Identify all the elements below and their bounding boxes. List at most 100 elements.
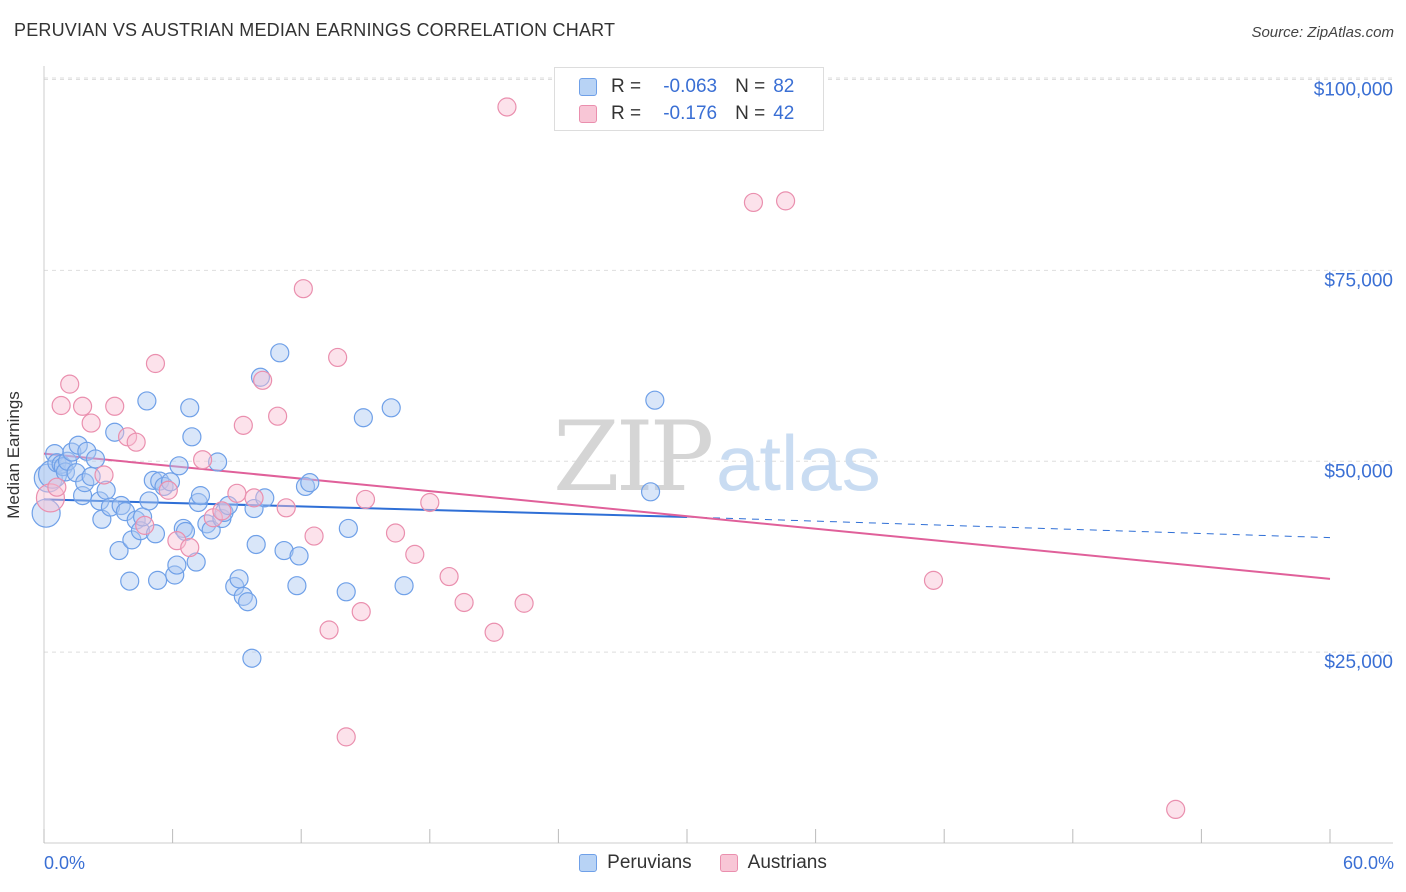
- peruvian-point: [353, 408, 373, 428]
- trend-line-austrians: [43, 452, 1331, 580]
- peruvian-point: [143, 470, 163, 490]
- austrian-point: [743, 192, 764, 213]
- y-tick-label: $100,000: [1314, 80, 1393, 101]
- austrian-point: [775, 191, 796, 211]
- watermark: ZIP atlas: [553, 401, 881, 513]
- peruvians-swatch: [579, 78, 597, 96]
- austrian-point: [158, 480, 178, 500]
- n-label: N =: [735, 76, 766, 97]
- peruvian-point: [120, 571, 140, 591]
- austrian-point: [923, 570, 944, 590]
- austrian-point: [51, 395, 71, 416]
- peruvians-legend-swatch: [579, 854, 598, 872]
- trend-line-peruvians-extension: [686, 516, 1331, 539]
- austrian-point: [336, 727, 356, 747]
- r-label: R =: [611, 103, 642, 124]
- austrian-point: [439, 566, 459, 587]
- data-points: [31, 97, 1186, 820]
- austrian-point: [484, 622, 504, 642]
- n-label: N =: [735, 103, 766, 124]
- peruvian-point: [188, 492, 208, 513]
- austrian-point: [276, 498, 296, 518]
- austrian-point: [72, 396, 93, 416]
- austrian-point: [145, 353, 166, 374]
- austrian-point: [227, 483, 247, 503]
- legend-label-austrians: Austrians: [747, 852, 827, 873]
- legend-label-peruvians: Peruvians: [607, 852, 692, 873]
- peruvian-point: [137, 391, 157, 411]
- austrian-point: [304, 526, 324, 546]
- austrian-point: [81, 413, 101, 433]
- r-label: R =: [611, 76, 642, 97]
- n-value-austrians: 42: [773, 103, 795, 124]
- austrian-point: [253, 370, 273, 390]
- austrian-point: [454, 592, 474, 613]
- peruvian-point: [109, 540, 129, 561]
- peruvian-point: [190, 486, 211, 506]
- peruvian-point: [208, 452, 228, 472]
- austrian-point: [355, 489, 376, 510]
- correlation-legend: R = -0.063 N = 82 R = -0.176 N = 42: [554, 67, 824, 131]
- austrian-point: [126, 432, 146, 452]
- peruvian-point: [173, 518, 193, 539]
- austrian-point: [405, 544, 425, 564]
- peruvian-point: [287, 576, 307, 596]
- peruvian-point: [180, 398, 200, 418]
- y-tick-labels: $25,000 $50,000 $75,000 $100,000: [1314, 80, 1393, 674]
- peruvian-point: [105, 422, 125, 442]
- peruvian-point: [139, 491, 159, 511]
- austrian-point: [351, 602, 371, 622]
- r-value-peruvians: -0.063: [663, 76, 718, 97]
- austrian-point: [420, 492, 440, 513]
- r-value-austrians: -0.176: [663, 103, 718, 124]
- n-value-peruvians: 82: [773, 76, 795, 97]
- austrian-point: [385, 523, 406, 543]
- peruvian-point: [255, 488, 275, 508]
- austrian-point: [212, 501, 232, 521]
- peruvian-point: [336, 582, 356, 602]
- peruvian-point: [338, 518, 358, 539]
- austrian-point: [328, 347, 348, 368]
- y-tick-label: $75,000: [1324, 270, 1393, 291]
- peruvian-point: [167, 555, 187, 575]
- legend-item-peruvians: Peruvians: [579, 852, 692, 874]
- series-legend: Peruvians Austrians: [0, 852, 1406, 874]
- peruvian-point: [182, 427, 202, 447]
- source-label: Source: ZipAtlas.com: [1251, 24, 1394, 41]
- peruvian-point: [246, 534, 266, 555]
- austrian-point: [35, 483, 66, 513]
- peruvian-point: [229, 569, 249, 589]
- peruvian-point: [147, 570, 168, 590]
- austrian-point: [268, 406, 288, 426]
- peruvian-point: [169, 456, 189, 476]
- austrian-point: [319, 620, 339, 640]
- peruvian-point: [85, 449, 106, 469]
- austrian-point: [105, 396, 125, 416]
- austrians-swatch: [579, 105, 597, 123]
- austrian-point: [47, 477, 67, 497]
- watermark-atlas: atlas: [716, 419, 881, 507]
- austrian-point: [293, 279, 313, 299]
- legend-item-austrians: Austrians: [719, 852, 827, 874]
- watermark-zip: ZIP: [553, 401, 712, 513]
- peruvian-point: [289, 546, 309, 566]
- austrian-point: [193, 450, 213, 470]
- y-tick-label: $25,000: [1324, 652, 1393, 673]
- peruvian-point: [250, 367, 271, 387]
- peruvian-point: [270, 343, 290, 363]
- y-tick-label: $50,000: [1324, 461, 1393, 482]
- austrian-point: [514, 593, 534, 613]
- peruvian-point: [381, 398, 401, 418]
- peruvian-point: [645, 390, 665, 410]
- x-axis-max-label: 60.0%: [1342, 853, 1394, 873]
- peruvian-point: [242, 648, 262, 668]
- chart-title: PERUVIAN VS AUSTRIAN MEDIAN EARNINGS COR…: [14, 20, 616, 40]
- austrian-point: [60, 374, 80, 394]
- austrian-point: [497, 97, 517, 117]
- austrian-point: [135, 515, 155, 535]
- legend-row-peruvians: R = -0.063 N = 82: [579, 73, 794, 101]
- peruvian-point: [394, 576, 414, 596]
- peruvian-point: [300, 473, 320, 493]
- austrian-point: [180, 537, 200, 558]
